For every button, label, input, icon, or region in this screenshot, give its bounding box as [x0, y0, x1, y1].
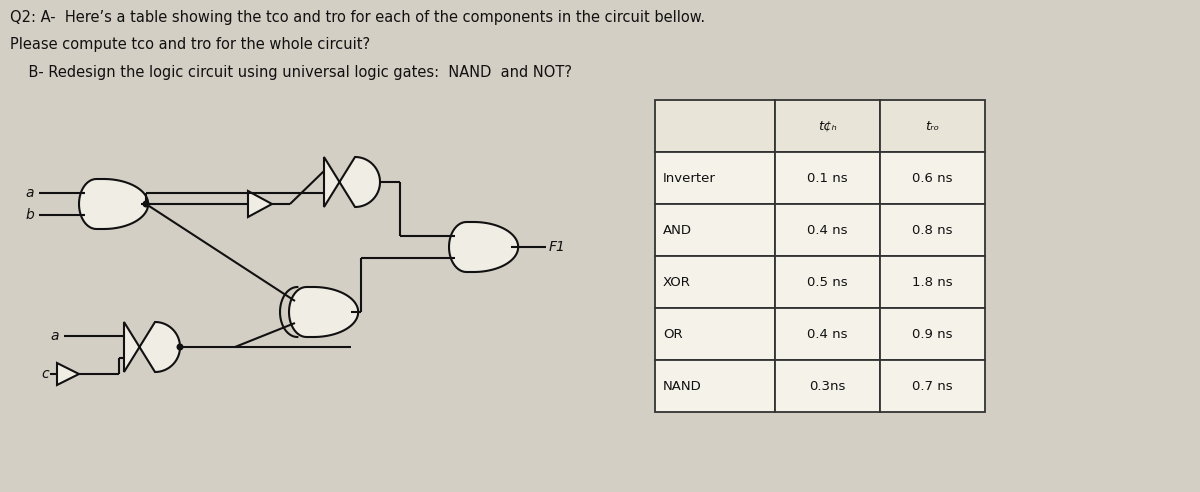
Circle shape [178, 344, 182, 350]
Polygon shape [449, 222, 518, 272]
Bar [655, 256, 775, 308]
Text: 0.4 ns: 0.4 ns [808, 223, 847, 237]
Bar [880, 204, 985, 256]
Bar [880, 308, 985, 360]
Text: t¢ₕ: t¢ₕ [818, 120, 836, 132]
Text: OR: OR [662, 328, 683, 340]
Text: 0.6 ns: 0.6 ns [912, 172, 953, 184]
Bar [775, 256, 880, 308]
Bar [880, 256, 985, 308]
Text: a: a [50, 329, 59, 343]
Bar [775, 152, 880, 204]
Text: 0.1 ns: 0.1 ns [808, 172, 848, 184]
Text: Inverter: Inverter [662, 172, 716, 184]
Text: NAND: NAND [662, 379, 702, 393]
Text: b: b [25, 208, 34, 222]
Text: Please compute tco and tro for the whole circuit?: Please compute tco and tro for the whole… [10, 37, 370, 52]
Polygon shape [58, 363, 79, 385]
Text: F1: F1 [548, 240, 566, 254]
Text: 0.5 ns: 0.5 ns [808, 276, 848, 288]
Bar [655, 204, 775, 256]
Bar [775, 100, 880, 152]
Circle shape [143, 201, 149, 207]
Bar [880, 360, 985, 412]
Text: 0.4 ns: 0.4 ns [808, 328, 847, 340]
Bar [880, 152, 985, 204]
Text: XOR: XOR [662, 276, 691, 288]
Polygon shape [79, 179, 148, 229]
Bar [775, 308, 880, 360]
Text: B- Redesign the logic circuit using universal logic gates:  NAND  and NOT?: B- Redesign the logic circuit using univ… [10, 65, 572, 80]
Polygon shape [248, 191, 272, 217]
Text: 0.3ns: 0.3ns [809, 379, 846, 393]
Bar [880, 100, 985, 152]
Text: Q2: A-  Here’s a table showing the tco and tro for each of the components in the: Q2: A- Here’s a table showing the tco an… [10, 10, 706, 25]
Polygon shape [124, 322, 180, 372]
Text: 0.7 ns: 0.7 ns [912, 379, 953, 393]
Text: 0.9 ns: 0.9 ns [912, 328, 953, 340]
Bar [775, 360, 880, 412]
Text: c: c [41, 367, 49, 381]
Bar [5, 107, 646, 462]
Bar [655, 360, 775, 412]
Text: 1.8 ns: 1.8 ns [912, 276, 953, 288]
Text: 0.8 ns: 0.8 ns [912, 223, 953, 237]
Text: AND: AND [662, 223, 692, 237]
Bar [655, 308, 775, 360]
Text: a: a [25, 186, 34, 200]
Bar [775, 204, 880, 256]
Bar [655, 100, 775, 152]
Bar [655, 152, 775, 204]
Text: tᵣₒ: tᵣₒ [925, 120, 940, 132]
Polygon shape [324, 157, 380, 207]
Polygon shape [289, 287, 358, 337]
